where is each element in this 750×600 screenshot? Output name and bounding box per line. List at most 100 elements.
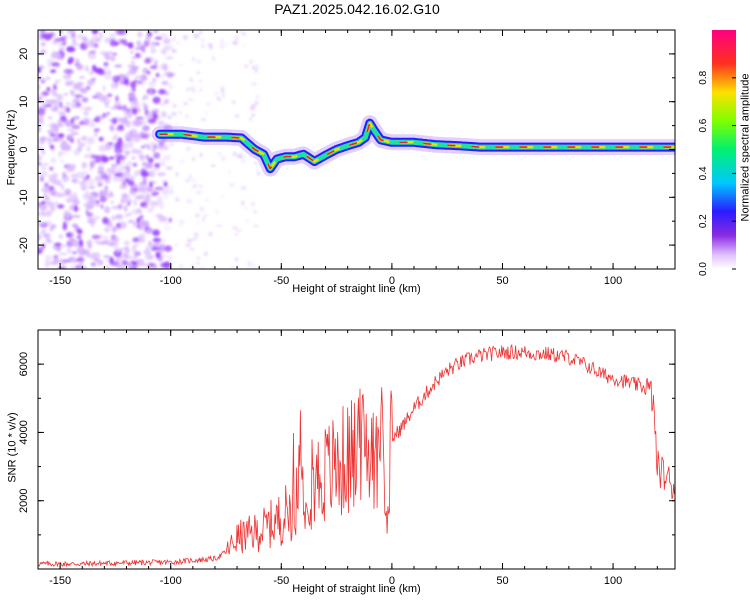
noise-blob	[50, 157, 57, 164]
noise-blob	[97, 182, 103, 187]
noise-blob	[77, 142, 86, 148]
noise-blob	[38, 146, 43, 149]
noise-blob	[136, 149, 143, 154]
noise-blob	[72, 99, 81, 103]
noise-blob	[134, 75, 141, 79]
noise-blob	[200, 44, 205, 49]
noise-blob	[104, 176, 111, 185]
noise-blob	[109, 124, 115, 132]
noise-blob	[74, 94, 84, 98]
noise-blob	[88, 70, 95, 76]
noise-blob	[103, 255, 111, 258]
noise-blob	[172, 103, 177, 108]
noise-blob	[200, 266, 205, 269]
noise-blob	[81, 89, 86, 93]
noise-blob	[241, 200, 245, 206]
noise-blob	[111, 226, 117, 233]
noise-blob	[126, 108, 131, 113]
noise-blob	[120, 39, 128, 45]
noise-blob	[251, 202, 255, 207]
noise-blob	[153, 195, 163, 199]
noise-blob	[132, 199, 138, 207]
noise-blob	[140, 77, 145, 82]
noise-blob	[102, 98, 111, 105]
noise-blob	[50, 144, 54, 150]
noise-blob	[240, 159, 247, 164]
noise-blob	[100, 51, 105, 56]
noise-blob	[141, 102, 148, 106]
noise-blob	[196, 261, 200, 265]
noise-blob	[131, 119, 140, 127]
noise-blob	[234, 35, 239, 41]
y-tick-label: 2000	[18, 488, 30, 512]
noise-blob	[67, 74, 71, 78]
noise-blob	[111, 240, 117, 246]
noise-blob	[61, 184, 64, 191]
noise-blob	[91, 234, 101, 240]
noise-blob	[88, 185, 96, 190]
x-tick-label: -150	[49, 275, 71, 287]
track-mid	[157, 120, 675, 172]
colorbar-gradient	[712, 30, 736, 269]
noise-blob	[252, 264, 256, 268]
colorbar-tick-label: 0.0	[698, 262, 709, 276]
noise-blob	[193, 232, 199, 238]
noise-blob	[54, 242, 62, 247]
noise-blob	[175, 122, 178, 127]
noise-blob	[176, 41, 179, 45]
noise-blob	[150, 141, 154, 146]
noise-blob	[58, 252, 68, 256]
noise-blob	[123, 240, 131, 246]
noise-blob	[131, 108, 138, 115]
noise-blob	[104, 30, 108, 33]
noise-blob	[254, 100, 259, 106]
colorbar-tick-label: 0.2	[698, 214, 709, 228]
x-tick-label: 50	[496, 275, 508, 287]
noise-blob	[123, 154, 128, 159]
noise-blob	[236, 154, 242, 158]
noise-blob	[132, 162, 138, 167]
noise-blob	[45, 254, 52, 262]
noise-blob	[68, 243, 73, 247]
noise-blob	[38, 96, 43, 101]
noise-blob	[90, 263, 99, 267]
noise-blob	[145, 253, 153, 261]
noise-blob	[118, 224, 122, 231]
noise-blob	[196, 257, 201, 260]
noise-blob	[192, 237, 198, 241]
noise-blob	[44, 212, 52, 217]
noise-blob	[60, 141, 68, 149]
noise-blob	[148, 89, 153, 96]
noise-blob	[58, 47, 65, 52]
noise-blob	[116, 266, 121, 269]
noise-blob	[40, 102, 46, 106]
noise-blob	[170, 44, 173, 48]
noise-blob	[136, 40, 142, 47]
noise-blob	[131, 132, 141, 138]
noise-blob	[132, 86, 136, 92]
noise-blob	[112, 175, 120, 182]
noise-blob	[171, 185, 174, 191]
noise-blob	[141, 191, 148, 196]
x-tick-label: 0	[389, 575, 395, 587]
noise-blob	[55, 201, 59, 205]
noise-blob	[190, 247, 193, 251]
noise-blob	[75, 102, 82, 108]
noise-blob	[152, 237, 162, 243]
noise-blob	[202, 217, 205, 222]
noise-blob	[50, 62, 60, 67]
noise-blob	[178, 219, 185, 224]
noise-blob	[77, 138, 81, 144]
noise-blob	[136, 194, 141, 200]
noise-blob	[138, 219, 146, 227]
noise-blob	[70, 193, 78, 200]
noise-blob	[78, 265, 87, 269]
noise-blob	[112, 52, 118, 56]
noise-blob	[142, 133, 149, 140]
x-tick-label: 50	[496, 575, 508, 587]
noise-blob	[147, 170, 156, 178]
noise-blob	[51, 139, 56, 143]
noise-blob	[90, 35, 99, 42]
noise-blob	[137, 186, 146, 193]
noise-blob	[191, 179, 196, 182]
